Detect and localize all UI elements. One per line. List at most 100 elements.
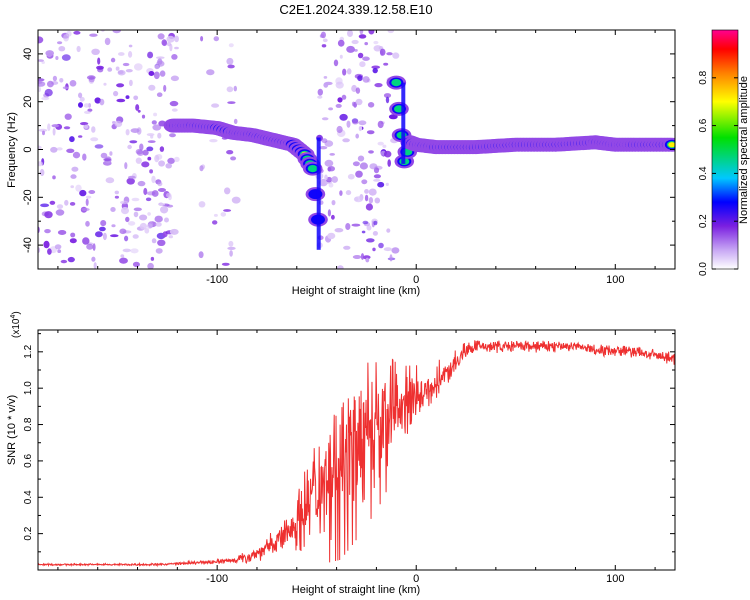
x-tick-label: -100 (206, 274, 228, 286)
noise-blob (105, 177, 115, 184)
x-tick-label: -100 (206, 573, 228, 585)
noise-blob (160, 206, 169, 214)
noise-blob (365, 257, 370, 263)
noise-blob (171, 54, 178, 60)
noise-blob (91, 48, 100, 55)
noise-blob (148, 84, 156, 91)
noise-blob (133, 95, 139, 101)
noise-blob (83, 103, 90, 108)
noise-blob (149, 169, 154, 174)
noise-blob (226, 57, 234, 65)
noise-blob (229, 250, 233, 257)
noise-blob (227, 64, 235, 69)
noise-blob (156, 56, 165, 59)
noise-blob (114, 195, 119, 199)
snr-xlabel: Height of straight line (km) (292, 584, 420, 596)
noise-blob (115, 66, 120, 71)
noise-blob (355, 98, 363, 106)
noise-blob (147, 156, 152, 161)
noise-blob (361, 179, 368, 185)
y-tick-label: -40 (22, 237, 34, 253)
noise-blob (139, 222, 147, 230)
noise-blob (358, 120, 367, 126)
noise-blob (373, 179, 381, 182)
noise-blob (159, 70, 166, 77)
noise-blob (90, 137, 99, 142)
noise-blob (365, 203, 373, 211)
noise-blob (133, 211, 139, 218)
noise-blob (158, 188, 166, 192)
noise-blob (44, 211, 53, 219)
noise-blob (78, 135, 83, 138)
noise-blob (96, 65, 104, 70)
noise-blob (120, 254, 125, 258)
noise-blob (224, 187, 231, 195)
noise-blob (327, 232, 336, 240)
noise-blob (386, 52, 393, 56)
y-tick-label: 0.6 (23, 454, 34, 468)
noise-blob (355, 133, 360, 139)
noise-blob (128, 44, 133, 48)
svg-text:(x104): (x104) (10, 311, 22, 338)
noise-blob (135, 104, 140, 111)
noise-blob (231, 196, 241, 204)
noise-blob (227, 246, 236, 250)
noise-blob (359, 30, 364, 35)
spectrogram-ticks: -100 0 100 -40 -20 0 20 40 (22, 29, 675, 286)
noise-blob (72, 151, 81, 159)
noise-blob (131, 197, 140, 202)
noise-blob (112, 30, 121, 34)
noise-blob (165, 163, 172, 169)
noise-blob (107, 67, 113, 72)
snr-multiplier-close: ) (11, 311, 22, 314)
noise-blob (346, 120, 351, 128)
noise-blob (377, 120, 384, 129)
noise-blob (327, 209, 331, 217)
noise-blob (377, 141, 384, 146)
noise-blob (226, 86, 234, 93)
noise-blob (130, 128, 140, 134)
spectrogram-xlabel: Height of straight line (km) (292, 285, 420, 297)
noise-blob (137, 109, 141, 113)
noise-blob (372, 247, 376, 252)
noise-blob (57, 249, 62, 253)
noise-blob (209, 139, 218, 143)
noise-blob (336, 125, 343, 134)
noise-blob (91, 126, 96, 133)
noise-blob (368, 30, 375, 35)
noise-blob (163, 84, 167, 92)
noise-blob (94, 97, 101, 104)
noise-blob (321, 117, 329, 121)
colorbar: 0.0 0.2 0.4 0.6 0.8 Normalized spectral ampl… (698, 29, 750, 276)
noise-blob (367, 102, 375, 108)
noise-blob (228, 43, 234, 48)
x-tick-label: 100 (606, 573, 624, 585)
x-tick-label: 0 (413, 274, 419, 286)
noise-blob (331, 214, 335, 220)
noise-blob (128, 51, 133, 58)
noise-blob (358, 34, 367, 39)
noise-blob (226, 150, 234, 155)
noise-blob (321, 44, 327, 48)
noise-blob (69, 202, 76, 206)
noise-blob (47, 80, 54, 88)
noise-blob (69, 238, 77, 244)
noise-blob (57, 41, 63, 45)
noise-blob (63, 126, 71, 130)
noise-blob (127, 221, 136, 226)
noise-blob (152, 124, 162, 131)
noise-blob (76, 45, 81, 53)
noise-blob (110, 57, 116, 63)
noise-blob (321, 138, 328, 144)
noise-blob (374, 197, 381, 204)
noise-blob (339, 190, 343, 196)
colorbar-label: Normalized spectral amplitude (738, 76, 750, 224)
noise-blob (167, 157, 175, 164)
noise-blob (211, 103, 220, 108)
noise-blob (377, 181, 385, 188)
noise-blob (85, 195, 92, 199)
noise-blob (387, 159, 392, 167)
noise-blob (384, 150, 392, 158)
noise-blob (113, 90, 119, 97)
